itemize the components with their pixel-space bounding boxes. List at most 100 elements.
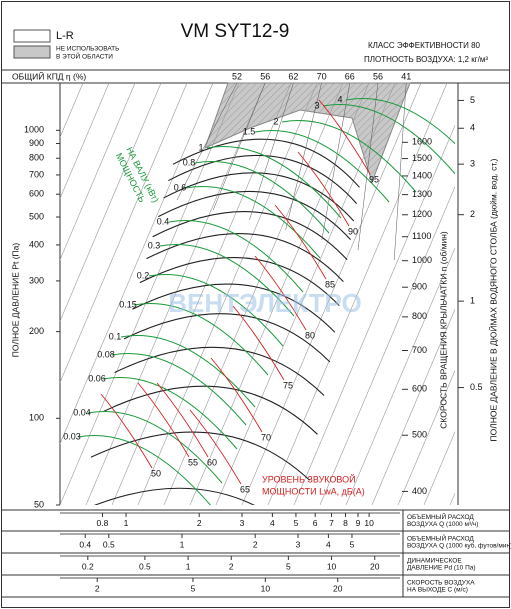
power-label: 2 (273, 116, 278, 126)
sound-label: 85 (325, 279, 335, 289)
system-line (60, 83, 188, 384)
power-curve (345, 98, 455, 145)
x-tick-label: 10 (364, 518, 374, 528)
x-tick-label: 6 (313, 518, 318, 528)
system-line (241, 83, 422, 505)
sound-label: 50 (151, 468, 161, 478)
power-curve (194, 161, 330, 234)
rpm-tick-label: 1300 (412, 189, 432, 199)
efficiency-label: 66 (345, 71, 355, 81)
row-label: ДИНАМИЧЕСКОЕ (407, 558, 462, 565)
sound-line (156, 382, 209, 458)
fan-curve (90, 431, 311, 481)
rpm-axis-title: СКОРОСТЬ ВРАЩЕНИЯ КРЫЛЬЧАТКИ n (об/мин) (438, 231, 448, 429)
x-tick-label: 4 (326, 539, 331, 549)
efficiency-label: 52 (232, 71, 242, 81)
fan-curve (132, 283, 336, 333)
power-curve (111, 353, 247, 426)
row-label: ВОЗДУХА Q (1000 куб. футов/мин) (407, 542, 511, 550)
sound-line (274, 204, 327, 280)
x-tick-label: 20 (333, 583, 343, 593)
efficiency-line (321, 83, 351, 241)
air-density: ПЛОТНОСТЬ ВОЗДУХА: 1,2 кг/м³ (364, 55, 488, 64)
inch-tick-label: 5 (470, 95, 475, 105)
sound-label: 95 (369, 174, 379, 184)
sound-line (232, 305, 285, 381)
system-line (293, 124, 455, 505)
power-label: 0.3 (148, 240, 161, 250)
sound-line (210, 357, 263, 433)
power-curve (168, 220, 304, 293)
efficiency-label: 62 (288, 71, 298, 81)
power-label: 0.4 (157, 216, 170, 226)
fan-curve (172, 138, 360, 188)
sound-line (297, 151, 350, 227)
y-tick-label: 900 (29, 138, 44, 148)
efficiency-label: 41 (401, 71, 411, 81)
power-label: 0.8 (183, 157, 196, 167)
system-line (267, 83, 448, 505)
x-tick-label: 0.2 (82, 561, 94, 571)
efficiency-line (393, 83, 407, 261)
sound-line (318, 99, 371, 175)
system-line (60, 83, 240, 505)
sound-label: 75 (283, 380, 293, 390)
legend-label: НЕ ИСПОЛЬЗОВАТЬ (56, 46, 119, 53)
power-curve (159, 244, 295, 317)
system-line (319, 185, 455, 505)
rpm-tick-label: 500 (412, 430, 427, 440)
fan-curve (114, 346, 325, 396)
x-tick-label: 3 (240, 518, 245, 528)
sound-label: 65 (240, 484, 250, 494)
rpm-tick-label: 400 (412, 486, 427, 496)
system-line (60, 83, 162, 322)
power-curve (148, 274, 284, 347)
power-label: 1.5 (243, 126, 256, 136)
y-tick-label: 100 (29, 413, 44, 423)
legend-label: В ЭТОЙ ОБЛАСТИ (56, 52, 113, 61)
efficiency-line (249, 83, 294, 221)
x-tick-label: 20 (370, 561, 380, 571)
system-line (111, 83, 292, 505)
sound-title: УРОВЕНЬ ЗВУКОВОЙ (262, 473, 356, 484)
sound-line (189, 409, 242, 485)
sound-line (100, 393, 153, 469)
rpm-tick-label: 1400 (412, 170, 432, 180)
sound-label: 60 (207, 457, 217, 467)
rpm-tick-label: 900 (412, 282, 427, 292)
inch-tick-label: 4 (470, 123, 475, 133)
x-tick-label: 5 (286, 561, 291, 571)
legend-label: L-R (56, 30, 74, 42)
y-tick-label: 200 (29, 326, 44, 336)
power-label: 0.1 (109, 331, 122, 341)
x-tick-label: 5 (191, 583, 196, 593)
x-tick-label: 1 (186, 561, 191, 571)
legend-swatch (13, 29, 51, 43)
x-tick-label: 5 (294, 518, 299, 528)
efficiency-line (285, 83, 322, 231)
x-tick-label: 8 (343, 518, 348, 528)
sound-line (137, 382, 190, 458)
power-curve (133, 303, 269, 376)
system-line (345, 247, 455, 505)
rpm-tick-label: 1200 (412, 209, 432, 219)
row-label: НА ВЫХОДЕ C (м/с) (407, 587, 468, 594)
x-tick-label: 5 (350, 539, 355, 549)
x-tick-label: 3 (296, 539, 301, 549)
system-line (60, 83, 136, 261)
efficiency-line (176, 83, 238, 201)
fan-curve (158, 190, 351, 240)
fan-curve (163, 172, 355, 222)
power-label: 0.08 (97, 349, 115, 359)
power-label: 0.04 (73, 407, 91, 417)
y-tick-label: 800 (29, 153, 44, 163)
power-label: 0.06 (88, 373, 106, 383)
y-tick-label: 1000 (24, 125, 44, 135)
power-curve (322, 104, 455, 175)
power-label: 0.2 (137, 270, 150, 280)
fan-curve (152, 211, 348, 261)
efficiency-label: 56 (373, 71, 383, 81)
system-line (423, 431, 455, 505)
